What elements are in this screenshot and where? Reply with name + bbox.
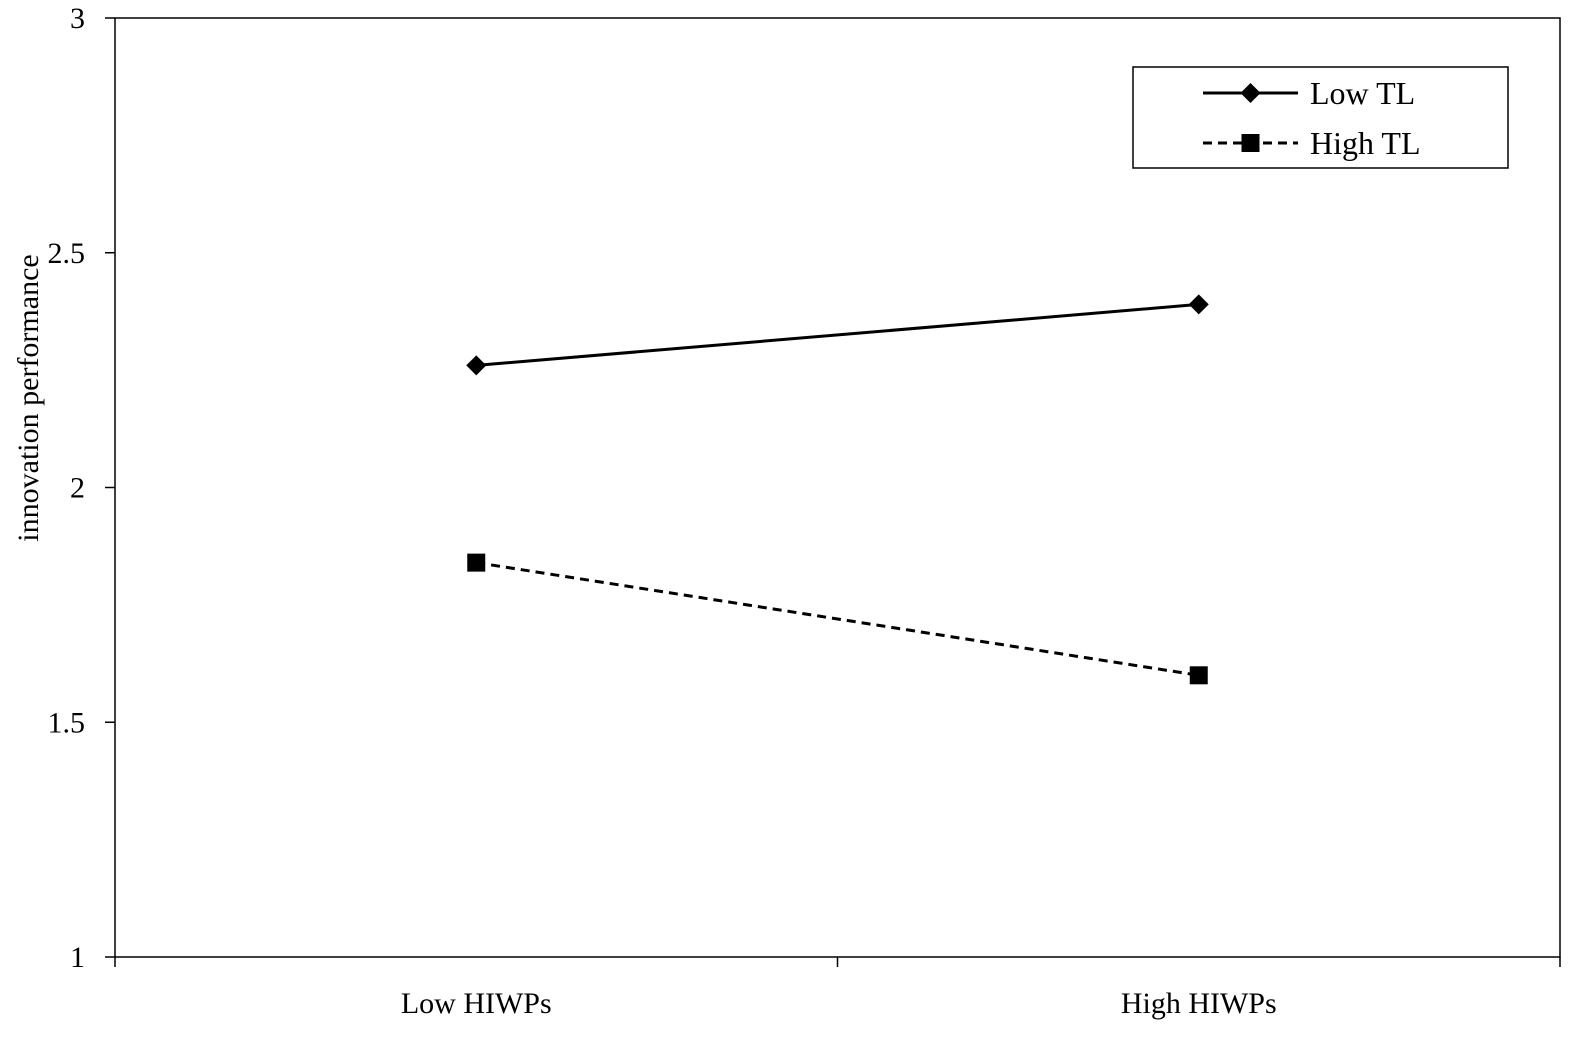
data-point bbox=[1189, 666, 1208, 685]
y-tick-label: 1 bbox=[70, 941, 85, 974]
series-line bbox=[476, 302, 1199, 367]
series-line bbox=[476, 561, 1199, 677]
x-tick-label: Low HIWPs bbox=[401, 987, 552, 1020]
y-tick-label: 2.5 bbox=[48, 237, 86, 270]
data-point bbox=[466, 355, 487, 376]
axes: 1 1.5 2 2.5 3 Low HIWPs High HIWPs bbox=[48, 2, 1561, 1020]
y-axis-label: innovation performance bbox=[12, 254, 45, 541]
legend-marker bbox=[1241, 134, 1260, 152]
y-tick-label: 2 bbox=[70, 472, 85, 505]
legend-entry-label: High TL bbox=[1310, 125, 1421, 161]
series-high-tl bbox=[467, 553, 1208, 685]
series-layer bbox=[466, 294, 1209, 685]
data-point bbox=[467, 553, 486, 572]
x-tick-label: High HIWPs bbox=[1121, 987, 1277, 1020]
y-tick-label: 1.5 bbox=[48, 706, 86, 739]
legend-entry-label: Low TL bbox=[1310, 75, 1415, 111]
y-tick-label: 3 bbox=[70, 2, 85, 35]
legend-box bbox=[1132, 66, 1509, 169]
legend-marker bbox=[1240, 83, 1261, 103]
series-low-tl bbox=[466, 294, 1209, 376]
legend: Low TL High TL bbox=[1132, 66, 1509, 169]
data-point bbox=[1188, 294, 1209, 315]
